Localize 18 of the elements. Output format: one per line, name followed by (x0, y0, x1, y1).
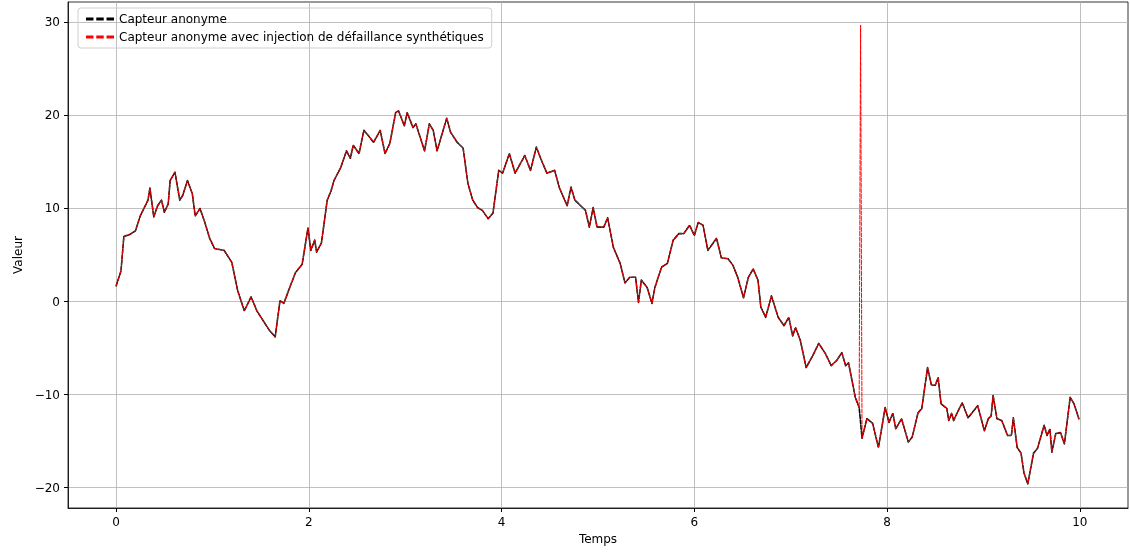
x-tick-label: 10 (1072, 515, 1088, 529)
x-tick-label: 2 (305, 515, 313, 529)
legend-label: Capteur anonyme (119, 12, 227, 26)
x-tick-label: 4 (497, 515, 506, 529)
x-tick-label: 0 (112, 515, 120, 529)
y-tick-label: −10 (34, 387, 60, 402)
x-tick-label: 6 (690, 515, 699, 529)
y-tick-label: 20 (44, 108, 60, 123)
x-tick-label: 8 (883, 515, 891, 529)
x-axis-title: Temps (577, 531, 618, 546)
legend-label: Capteur anonyme avec injection de défaillance synthétiques (119, 30, 484, 44)
line-series (115, 24, 1080, 485)
y-tick-label: 30 (44, 15, 60, 30)
y-tick-label: −20 (34, 480, 60, 495)
y-tick-label: 0 (52, 294, 60, 309)
y-axis-title: Valeur (10, 235, 25, 274)
line-series (115, 110, 1080, 485)
y-tick-label: 10 (44, 201, 60, 216)
